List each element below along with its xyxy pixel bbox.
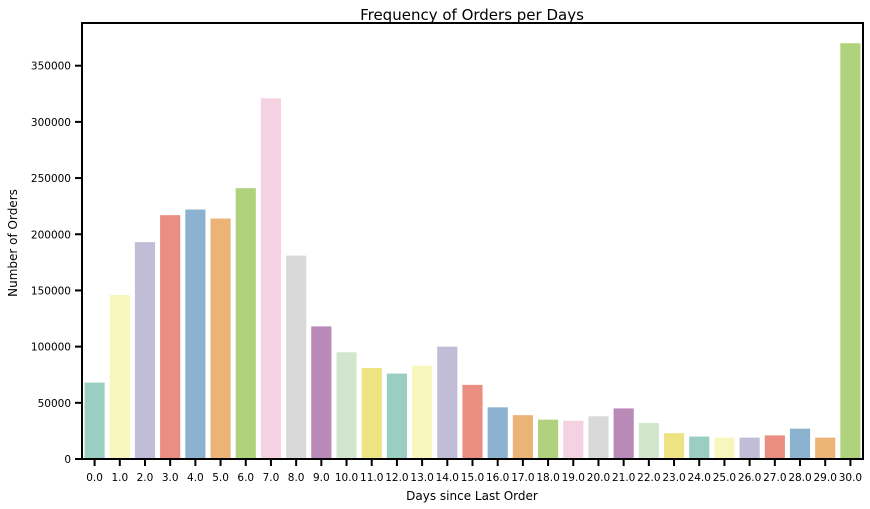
bar-22.0	[638, 423, 659, 459]
bar-29.0	[815, 437, 836, 459]
bar-5.0	[210, 218, 231, 459]
bar-11.0	[361, 367, 382, 459]
x-tick-label: 0.0	[86, 472, 103, 484]
y-tick-label: 50000	[38, 398, 71, 410]
x-tick-label: 6.0	[237, 472, 254, 484]
x-tick-label: 12.0	[385, 472, 408, 484]
bar-21.0	[613, 408, 634, 459]
x-tick-label: 24.0	[688, 472, 711, 484]
bar-8.0	[286, 255, 307, 459]
bar-10.0	[336, 352, 357, 459]
x-tick-label: 5.0	[212, 472, 229, 484]
x-tick-label: 30.0	[839, 472, 862, 484]
x-tick-label: 27.0	[763, 472, 786, 484]
x-tick-label: 8.0	[288, 472, 305, 484]
x-tick-label: 3.0	[162, 472, 179, 484]
x-tick-label: 19.0	[562, 472, 585, 484]
x-tick-label: 16.0	[486, 472, 509, 484]
bar-19.0	[563, 420, 584, 459]
x-tick-label: 9.0	[313, 472, 330, 484]
bar-4.0	[185, 209, 206, 459]
chart-title: Frequency of Orders per Days	[360, 6, 584, 24]
bar-25.0	[714, 437, 735, 459]
bars-group	[84, 43, 861, 460]
x-tick-label: 23.0	[662, 472, 685, 484]
bar-24.0	[689, 436, 710, 459]
x-tick-label: 7.0	[263, 472, 280, 484]
x-tick-label: 21.0	[612, 472, 635, 484]
bar-12.0	[386, 373, 407, 459]
x-tick-label: 18.0	[536, 472, 559, 484]
x-axis-label: Days since Last Order	[406, 489, 538, 503]
x-tick-label: 28.0	[788, 472, 811, 484]
x-tick-label: 10.0	[335, 472, 358, 484]
bar-6.0	[235, 188, 256, 460]
x-tick-label: 29.0	[814, 472, 837, 484]
y-tick-label: 100000	[31, 342, 71, 354]
bar-30.0	[840, 43, 861, 459]
y-tick-label: 0	[64, 454, 71, 466]
bar-14.0	[437, 346, 458, 459]
x-tick-label: 26.0	[738, 472, 761, 484]
y-axis-label: Number of Orders	[6, 189, 20, 297]
y-tick-label: 150000	[31, 285, 71, 297]
bar-17.0	[512, 415, 533, 459]
bar-2.0	[134, 242, 156, 459]
bar-0.0	[84, 382, 105, 459]
x-tick-label: 4.0	[187, 472, 204, 484]
bar-9.0	[311, 326, 332, 459]
x-tick-label: 14.0	[436, 472, 459, 484]
y-tick-label: 350000	[31, 61, 71, 73]
bar-18.0	[538, 419, 559, 459]
bar-16.0	[487, 407, 508, 459]
x-tick-label: 13.0	[410, 472, 433, 484]
x-tick-label: 15.0	[461, 472, 484, 484]
bar-27.0	[764, 435, 785, 459]
x-tick-label: 25.0	[713, 472, 736, 484]
bar-3.0	[160, 215, 181, 459]
x-tick-label: 2.0	[137, 472, 154, 484]
y-tick-label: 250000	[31, 173, 71, 185]
x-tick-label: 22.0	[637, 472, 660, 484]
bar-23.0	[663, 433, 685, 459]
y-tick-label: 300000	[31, 117, 71, 129]
bar-7.0	[260, 98, 282, 459]
x-tick-label: 17.0	[511, 472, 534, 484]
y-axis: 0 50000 100000 150000 200000 250000 300000 3500…	[31, 61, 82, 466]
bar-13.0	[412, 365, 433, 459]
plot-frame	[81, 22, 864, 460]
x-axis: 0.0 1.0 2.0 3.0 4.0 5.0 6.0 7.0 8.0 9.0 10.0 11.0 12…	[86, 459, 862, 484]
x-tick-label: 11.0	[360, 472, 383, 484]
bar-20.0	[588, 416, 609, 459]
bar-15.0	[462, 384, 483, 459]
bar-1.0	[109, 294, 130, 459]
x-tick-label: 1.0	[111, 472, 128, 484]
y-tick-label: 200000	[31, 229, 71, 241]
bar-26.0	[739, 437, 760, 459]
bar-28.0	[789, 428, 811, 459]
x-tick-label: 20.0	[587, 472, 610, 484]
